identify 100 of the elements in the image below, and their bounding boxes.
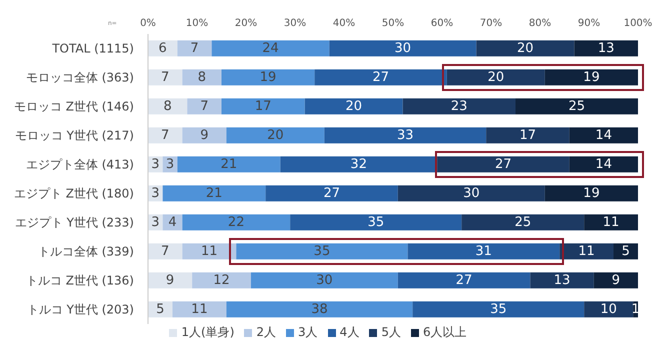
bar xyxy=(446,69,545,86)
data-label: 11 xyxy=(578,244,595,259)
data-label: 17 xyxy=(254,98,272,114)
data-label: 21 xyxy=(206,186,222,201)
bar xyxy=(222,69,315,86)
data-label: 30 xyxy=(463,186,480,201)
bar xyxy=(569,127,638,144)
x-tick-label: 20% xyxy=(234,18,258,29)
bar xyxy=(304,98,403,114)
x-tick-label: 90% xyxy=(578,18,600,29)
x-tick-label: 10% xyxy=(186,18,208,29)
bar xyxy=(476,40,574,56)
bar xyxy=(182,214,290,230)
y-tick-label: エジプト Z世代 (180) xyxy=(14,186,134,200)
bar xyxy=(177,40,212,56)
data-label: 30 xyxy=(394,40,412,56)
bar xyxy=(594,272,638,288)
bar xyxy=(148,127,182,144)
x-tick-label: 50% xyxy=(382,18,404,29)
x-tick-label: 70% xyxy=(480,18,502,29)
bar xyxy=(398,272,530,288)
y-tick-label: モロッコ Z世代 (146) xyxy=(14,100,134,114)
data-label: 20 xyxy=(267,128,284,143)
x-tick-label: 40% xyxy=(332,18,356,29)
legend-label: 2人 xyxy=(256,325,276,339)
bar xyxy=(314,69,447,86)
y-tick-label: エジプト全体 (413) xyxy=(26,158,134,172)
data-label: 32 xyxy=(350,156,367,172)
data-label: 35 xyxy=(490,302,507,317)
bar xyxy=(402,98,516,114)
data-label: 27 xyxy=(456,272,472,288)
y-tick-label: モロッコ全体 (363) xyxy=(26,70,134,84)
bar xyxy=(177,156,280,172)
y-tick-label: エジプト Y世代 (233) xyxy=(14,216,134,230)
data-label: 4 xyxy=(168,214,177,230)
data-label: 19 xyxy=(260,70,276,85)
data-label: 25 xyxy=(514,214,532,230)
bar xyxy=(544,69,638,86)
bar xyxy=(172,301,226,318)
y-tick-label: トルコ Y世代 (203) xyxy=(26,302,134,316)
data-label: 5 xyxy=(156,302,164,317)
bar xyxy=(148,272,192,288)
data-label: 11 xyxy=(200,244,218,259)
data-label: 11 xyxy=(602,214,620,230)
data-label: 35 xyxy=(314,244,330,259)
data-label: 13 xyxy=(598,40,614,56)
bar xyxy=(614,243,638,260)
data-label: 10 xyxy=(600,302,617,317)
data-label: 6 xyxy=(158,40,167,56)
data-label: 38 xyxy=(311,302,328,317)
bar xyxy=(437,156,570,172)
data-label: 20 xyxy=(346,98,362,114)
bar xyxy=(187,98,222,114)
bar xyxy=(266,185,398,202)
x-tick-label: 30% xyxy=(284,18,306,29)
bar xyxy=(182,69,222,86)
data-label: 20 xyxy=(488,70,504,85)
bar xyxy=(226,127,324,144)
bar xyxy=(560,243,614,260)
bar xyxy=(486,127,570,144)
data-label: 19 xyxy=(583,70,600,85)
bar xyxy=(250,272,398,288)
bar xyxy=(226,301,413,318)
legend-label: 4人 xyxy=(340,325,360,339)
bar xyxy=(222,98,305,114)
data-label: 23 xyxy=(450,98,468,114)
data-label: 1 xyxy=(631,302,640,317)
data-label: 22 xyxy=(228,214,244,230)
bar xyxy=(192,272,251,288)
bar xyxy=(544,185,638,202)
legend-label: 5人 xyxy=(381,325,401,339)
bar xyxy=(280,156,438,172)
data-label: 13 xyxy=(554,272,570,288)
bar xyxy=(236,243,408,260)
data-label: 3 xyxy=(166,156,174,172)
data-label: 27 xyxy=(494,156,512,172)
bar xyxy=(408,243,560,260)
bar xyxy=(569,156,638,172)
bar xyxy=(162,214,182,230)
bar xyxy=(148,40,178,56)
bar xyxy=(182,127,226,144)
x-tick-label: 80% xyxy=(528,18,552,29)
data-label: 17 xyxy=(519,128,536,143)
legend-label: 6人以上 xyxy=(422,325,467,339)
bar xyxy=(148,98,188,114)
data-label: 19 xyxy=(583,186,600,201)
data-label: 5 xyxy=(622,244,630,259)
bar xyxy=(584,301,634,318)
data-label: 7 xyxy=(161,244,170,259)
legend-label: 1人(単身) xyxy=(181,325,234,339)
data-label: 27 xyxy=(323,186,340,201)
x-tick-label: 100% xyxy=(624,18,652,29)
bar xyxy=(516,98,638,114)
data-label: 35 xyxy=(368,214,384,230)
data-label: 7 xyxy=(161,70,170,85)
y-tick-label: トルコ Z世代 (136) xyxy=(26,274,134,288)
bar xyxy=(462,214,584,230)
y-tick-label: トルコ全体 (339) xyxy=(38,244,134,258)
data-label: 14 xyxy=(595,156,612,172)
data-label: 14 xyxy=(595,128,612,143)
